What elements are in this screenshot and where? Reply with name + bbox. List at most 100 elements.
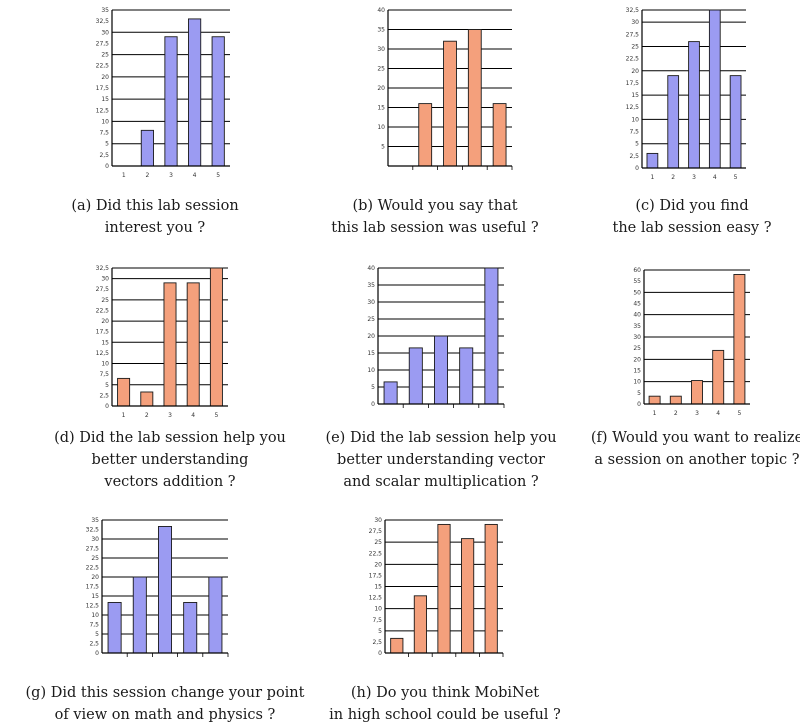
y-tick-label: 15: [91, 593, 99, 600]
x-tick-label: 2: [145, 172, 149, 179]
x-tick-label: 1: [122, 172, 126, 179]
bar-3: [433, 335, 449, 405]
y-tick-label: 27,5: [96, 40, 110, 47]
bar-3: [437, 523, 451, 654]
y-tick-label: 12,5: [96, 350, 110, 357]
y-tick-label: 20: [91, 574, 99, 581]
y-tick-label: 20: [374, 561, 382, 568]
y-tick-label: 50: [633, 289, 641, 296]
bar-2: [669, 395, 682, 405]
y-tick-label: 25: [377, 66, 385, 73]
x-tick-label: 1: [650, 174, 654, 181]
y-tick-label: 30: [91, 536, 99, 543]
bar-5: [729, 75, 742, 169]
y-tick-label: 25: [367, 316, 375, 323]
y-tick-label: 12,5: [369, 595, 383, 602]
y-tick-label: 15: [377, 105, 385, 112]
caption-c: (c) Did you find the lab session easy ?: [532, 195, 800, 239]
caption-line: and scalar multiplication ?: [343, 474, 539, 490]
y-tick-label: 35: [377, 27, 385, 34]
x-tick-label: 2: [674, 410, 678, 417]
y-tick-label: 22,5: [96, 307, 110, 314]
y-tick-label: 30: [377, 46, 385, 53]
plot-g: 0 2,5 5 7,5 10 12,5 15 17,5 20 22,5 25 27,5 30 32,5 35: [86, 517, 229, 657]
bar-2: [132, 576, 147, 654]
y-tick-label: 32,5: [96, 18, 110, 25]
caption-line: (d) Did the lab session help you: [54, 430, 286, 446]
y-tick-label: 22,5: [369, 550, 383, 557]
caption-line: better understanding: [91, 452, 249, 468]
y-tick-label: 7,5: [372, 617, 382, 624]
y-tick-label: 5: [371, 384, 375, 391]
bar-2: [418, 103, 433, 167]
y-tick-label: 60: [633, 267, 641, 274]
y-tick-label: 0: [637, 401, 641, 408]
y-tick-label: 5: [381, 144, 385, 151]
plot-a: 02,557,51012,51517,52022,52527,53032,535…: [96, 7, 230, 179]
y-tick-label: 35: [101, 7, 109, 14]
x-tick-label: 5: [216, 172, 220, 179]
bar-4: [712, 349, 725, 405]
bar-3: [164, 36, 178, 167]
y-tick-label: 2,5: [89, 641, 99, 648]
y-tick-label: 5: [378, 628, 382, 635]
x-tick-label: 1: [653, 410, 657, 417]
y-tick-label: 35: [91, 517, 99, 524]
y-tick-label: 17,5: [96, 85, 110, 92]
x-tick-label: 3: [695, 410, 699, 417]
bar-3: [688, 41, 700, 169]
bar-5: [484, 267, 499, 405]
caption-line: (g) Did this session change your point: [25, 685, 305, 701]
y-tick-label: 20: [367, 333, 375, 340]
caption-d: (d) Did the lab session help you better u…: [10, 427, 330, 493]
bar-2: [413, 595, 427, 654]
y-tick-label: 5: [105, 382, 109, 389]
chart-h: 0 2,5 5 7,5 10 12,5 15 17,5 20 22,5 25 27,5 30: [369, 517, 504, 657]
y-tick-label: 15: [101, 96, 109, 103]
y-tick-label: 27,5: [86, 546, 100, 553]
caption-line: better understanding vector: [337, 452, 545, 468]
chart-g: 0 2,5 5 7,5 10 12,5 15 17,5 20 22,5 25 27,5 30 32,5 35: [86, 517, 229, 657]
x-tick-label: 4: [713, 174, 717, 181]
bar-4: [186, 282, 200, 407]
bar-4: [467, 29, 482, 167]
y-tick-label: 27,5: [369, 528, 383, 535]
x-tick-label: 3: [692, 174, 696, 181]
y-tick-label: 35: [633, 323, 641, 330]
y-tick-label: 5: [635, 141, 639, 148]
y-tick-label: 7,5: [629, 129, 639, 136]
y-tick-label: 0: [635, 165, 639, 172]
y-tick-label: 55: [633, 278, 641, 285]
y-tick-label: 32,5: [626, 7, 640, 14]
y-tick-label: 17,5: [86, 584, 100, 591]
caption-line: (c) Did you find: [635, 198, 749, 214]
caption-a: (a) Did this lab session interest you ?: [0, 195, 315, 239]
y-tick-label: 10: [91, 612, 99, 619]
y-tick-label: 5: [637, 390, 641, 397]
caption-line: the lab session easy ?: [612, 220, 772, 236]
y-tick-label: 15: [633, 368, 641, 375]
x-tick-label: 4: [716, 410, 720, 417]
caption-line: (f) Would you want to realize: [590, 430, 800, 446]
bar-2: [140, 129, 154, 167]
y-tick-label: 17,5: [626, 80, 640, 87]
y-tick-label: 15: [374, 584, 382, 591]
y-tick-label: 15: [631, 92, 639, 99]
y-tick-label: 35: [367, 282, 375, 289]
bar-3: [163, 282, 177, 407]
y-tick-label: 30: [631, 19, 639, 26]
y-tick-label: 0: [371, 401, 375, 408]
y-tick-label: 10: [633, 379, 641, 386]
bar-5: [492, 103, 507, 167]
plot-e: 0 5 10 15 20 25 30 35 40: [367, 265, 505, 408]
bar-4: [461, 538, 475, 654]
y-tick-label: 5: [105, 141, 109, 148]
chart-e: 0 5 10 15 20 25 30 35 40: [367, 265, 505, 408]
y-tick-label: 25: [633, 345, 641, 352]
y-tick-label: 10: [101, 118, 109, 125]
y-tick-label: 40: [367, 265, 375, 272]
y-tick-label: 7,5: [99, 130, 109, 137]
bar-1: [107, 602, 122, 654]
